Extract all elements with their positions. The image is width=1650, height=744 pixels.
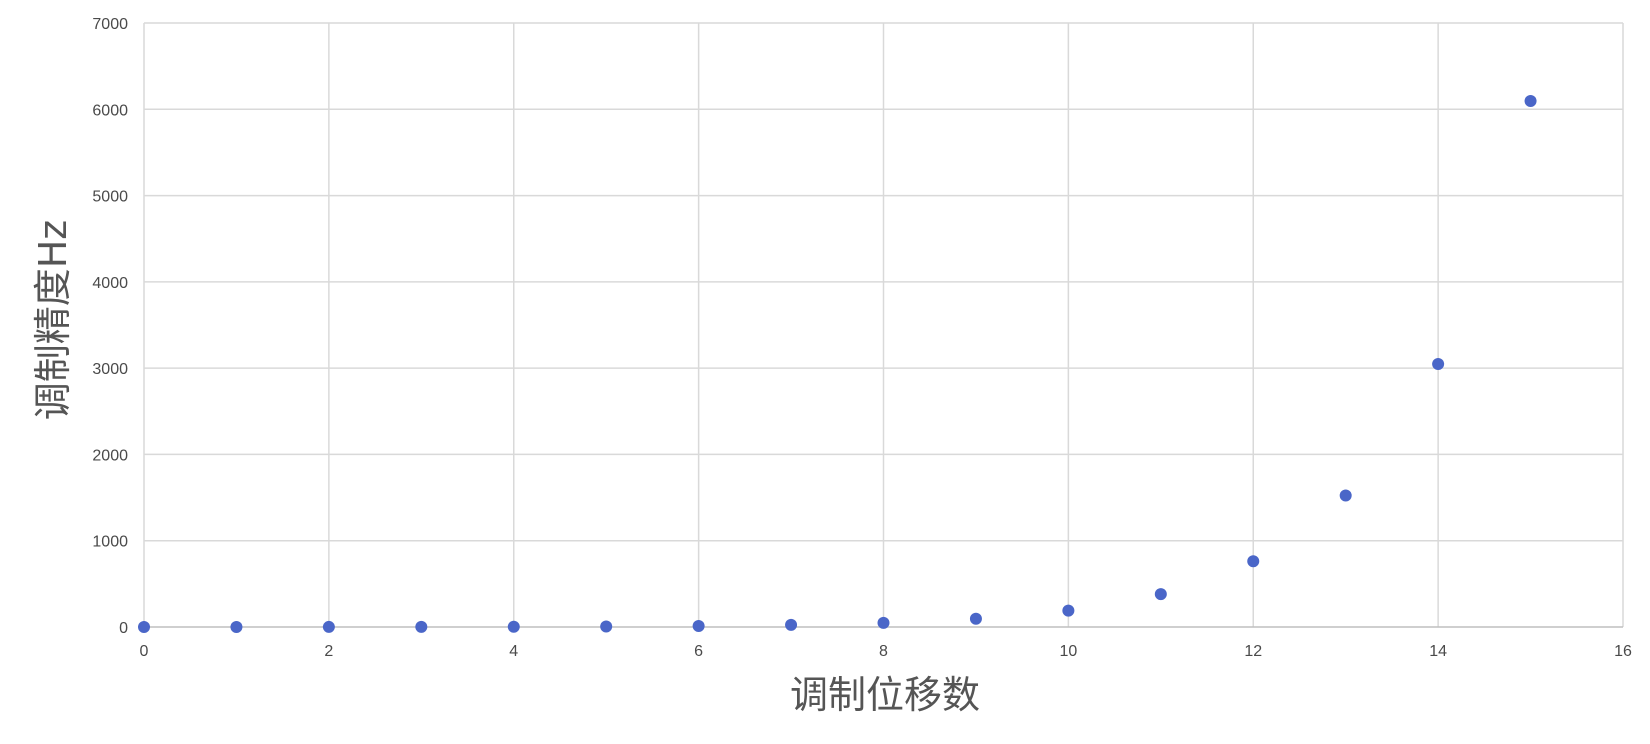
data-point <box>507 620 520 633</box>
data-point <box>692 619 705 632</box>
x-tick-label: 12 <box>1244 643 1262 660</box>
x-tick-label: 8 <box>879 643 888 660</box>
y-tick-labels: 0 1000 2000 3000 4000 5000 6000 7000 <box>92 16 128 637</box>
data-point <box>1062 604 1075 617</box>
y-axis-title: 调制精度Hz <box>31 220 75 421</box>
data-point <box>877 616 890 629</box>
data-point <box>600 620 613 633</box>
x-axis-title: 调制位移数 <box>790 673 980 717</box>
y-tick-label: 2000 <box>92 447 128 464</box>
data-points <box>138 95 1537 633</box>
data-point <box>1339 489 1352 502</box>
x-tick-label: 0 <box>140 643 149 660</box>
data-point <box>1432 358 1445 371</box>
y-tick-label: 7000 <box>92 16 128 33</box>
y-tick-label: 1000 <box>92 534 128 551</box>
data-point <box>322 620 335 633</box>
data-point <box>138 620 150 633</box>
x-tick-label: 10 <box>1059 643 1077 660</box>
x-tick-label: 2 <box>324 643 333 660</box>
data-point <box>1524 95 1537 108</box>
y-tick-label: 6000 <box>92 102 128 119</box>
x-tick-label: 16 <box>1614 643 1632 660</box>
x-tick-labels: 0 2 4 6 8 10 12 14 16 <box>140 643 1632 660</box>
grid-lines <box>144 22 1624 627</box>
data-point <box>1154 588 1167 601</box>
x-tick-label: 6 <box>694 643 703 660</box>
x-tick-label: 14 <box>1429 643 1447 660</box>
y-tick-label: 5000 <box>92 189 128 206</box>
data-point <box>1247 555 1260 568</box>
data-point <box>785 618 798 631</box>
data-point <box>415 620 428 633</box>
y-tick-label: 4000 <box>92 275 128 292</box>
y-tick-label: 0 <box>119 620 128 637</box>
y-tick-label: 3000 <box>92 361 128 378</box>
data-point <box>230 620 243 633</box>
data-point <box>969 612 982 625</box>
x-tick-label: 4 <box>509 643 518 660</box>
